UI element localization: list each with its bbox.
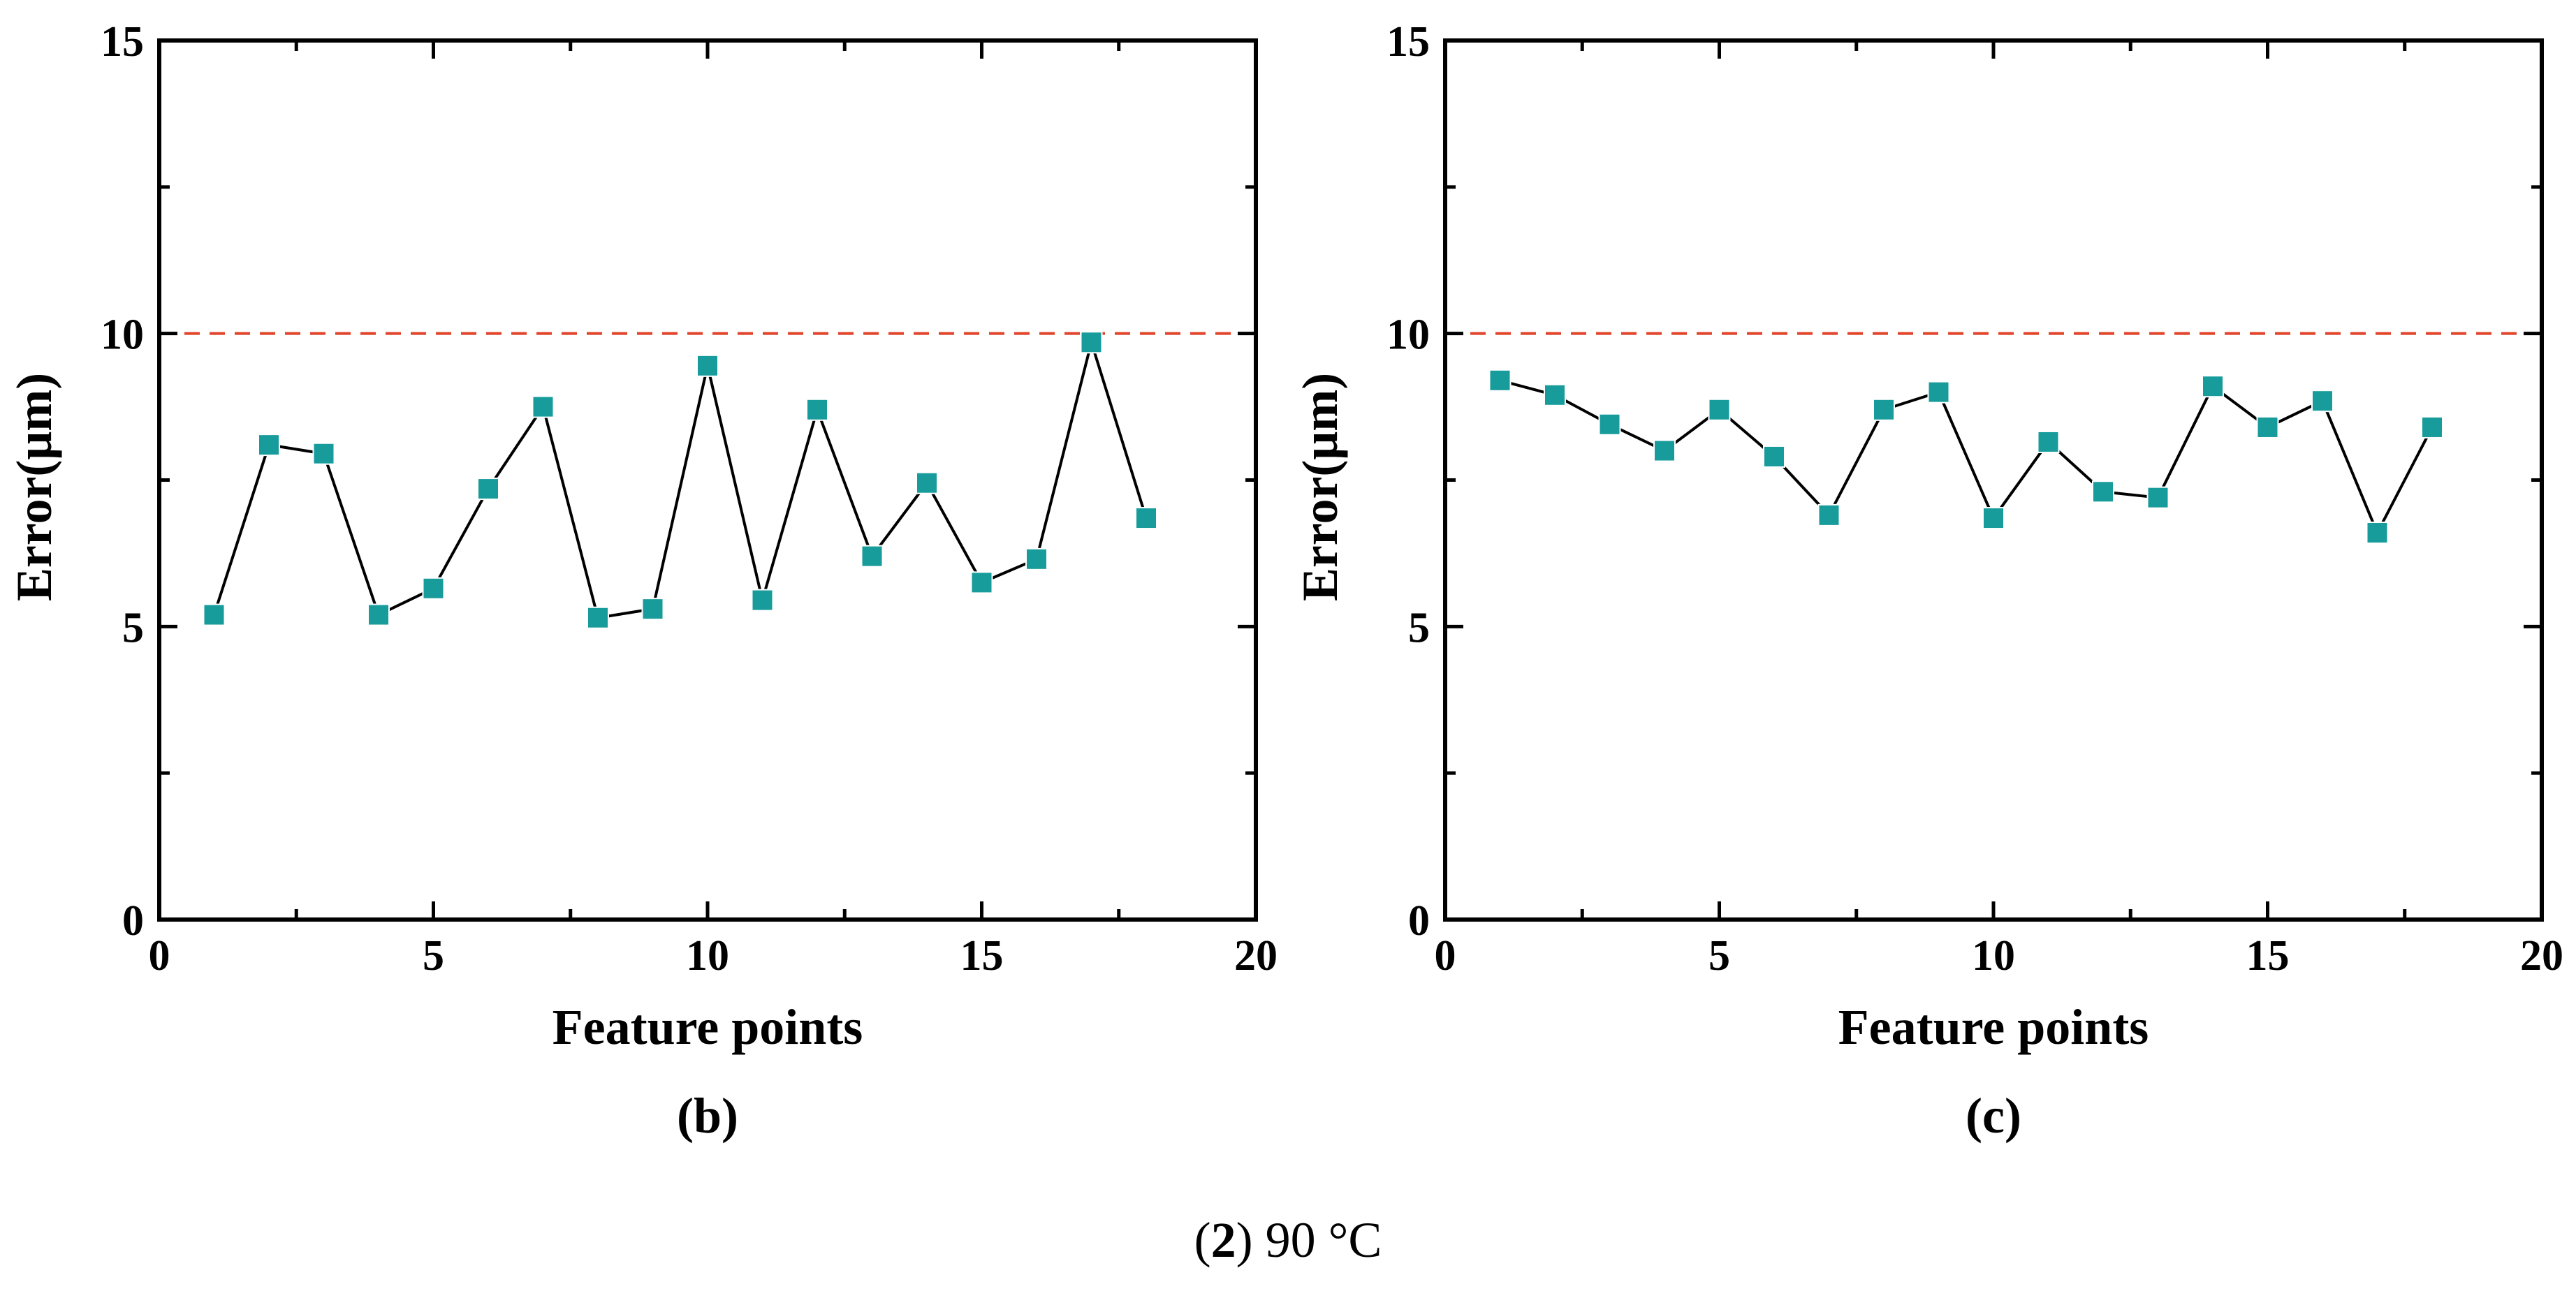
- data-point: [2421, 415, 2443, 438]
- data-point: [2366, 522, 2389, 545]
- y-tick-label: 10: [101, 311, 144, 359]
- data-point: [587, 606, 609, 629]
- data-point: [2146, 486, 2169, 509]
- data-point: [1025, 547, 1048, 570]
- data-point: [1135, 507, 1157, 530]
- panel-label: (c): [1966, 1088, 2021, 1144]
- x-axis-label: Feature points: [1838, 999, 2149, 1055]
- caption-number: 2: [1211, 1212, 1236, 1268]
- plot-frame: [157, 38, 1258, 922]
- series-line: [1499, 378, 2434, 535]
- y-tick-label: 5: [122, 604, 144, 651]
- data-point: [367, 603, 390, 626]
- data-point: [1763, 445, 1785, 468]
- y-tick-label: 0: [1408, 897, 1430, 945]
- data-point: [1982, 507, 2005, 530]
- data-point: [2037, 430, 2060, 453]
- caption-suffix: ) 90 °C: [1236, 1212, 1382, 1268]
- data-point: [422, 577, 445, 600]
- series-line: [212, 341, 1148, 619]
- x-tick-label: 15: [960, 932, 1004, 980]
- y-tick-label: 5: [1408, 604, 1430, 651]
- x-axis-label: Feature points: [552, 999, 863, 1055]
- chart-panel-c: 0 5 10 15 20 0 5 10 15 Feature points Error(μm) (c): [1292, 18, 2563, 1144]
- x-tick-label: 15: [2246, 932, 2290, 980]
- x-tick-label: 20: [1234, 932, 1278, 980]
- data-point: [532, 395, 555, 418]
- data-point: [477, 478, 499, 501]
- data-point: [1708, 398, 1731, 421]
- y-tick-label: 0: [122, 897, 144, 945]
- caption-prefix: (: [1194, 1212, 1211, 1268]
- x-tick-label: 20: [2520, 932, 2563, 980]
- data-point: [751, 589, 774, 612]
- data-point: [916, 471, 938, 494]
- y-tick-label: 15: [1386, 18, 1430, 66]
- y-axis-label: Error(μm): [6, 373, 62, 601]
- data-point: [2256, 415, 2279, 438]
- figure-caption: (2) 90 °C: [1194, 1212, 1382, 1268]
- data-point: [2202, 375, 2224, 398]
- data-point: [2311, 390, 2334, 413]
- data-point: [1544, 383, 1566, 406]
- y-tick-label: 10: [1386, 311, 1430, 359]
- x-tick-label: 0: [149, 932, 170, 980]
- x-tick-label: 5: [423, 932, 444, 980]
- x-tick-label: 10: [1972, 932, 2015, 980]
- x-tick-label: 5: [1708, 932, 1730, 980]
- data-point: [312, 442, 335, 465]
- data-point: [970, 571, 993, 594]
- panel-label: (b): [677, 1088, 738, 1144]
- data-point: [1598, 413, 1621, 436]
- data-point: [1873, 398, 1895, 421]
- data-point: [696, 354, 719, 377]
- data-point: [1927, 381, 1950, 404]
- x-tick-label: 0: [1435, 932, 1456, 980]
- y-axis-label: Error(μm): [1292, 373, 1348, 601]
- data-point: [641, 598, 664, 621]
- data-point: [1653, 439, 1676, 462]
- chart-panel-b: 0 5 10 15 20 0 5 10 15 Feature points Error(μm) (b): [6, 18, 1278, 1144]
- data-point: [806, 398, 828, 421]
- y-tick-label: 15: [101, 18, 144, 66]
- data-point: [1817, 503, 1840, 526]
- data-point: [203, 603, 226, 626]
- data-point: [1488, 369, 1512, 392]
- data-point: [258, 434, 280, 457]
- x-tick-label: 10: [686, 932, 729, 980]
- data-point: [861, 545, 884, 568]
- data-point: [2092, 480, 2114, 503]
- data-point: [1080, 331, 1103, 354]
- plot-frame: [1443, 38, 2544, 922]
